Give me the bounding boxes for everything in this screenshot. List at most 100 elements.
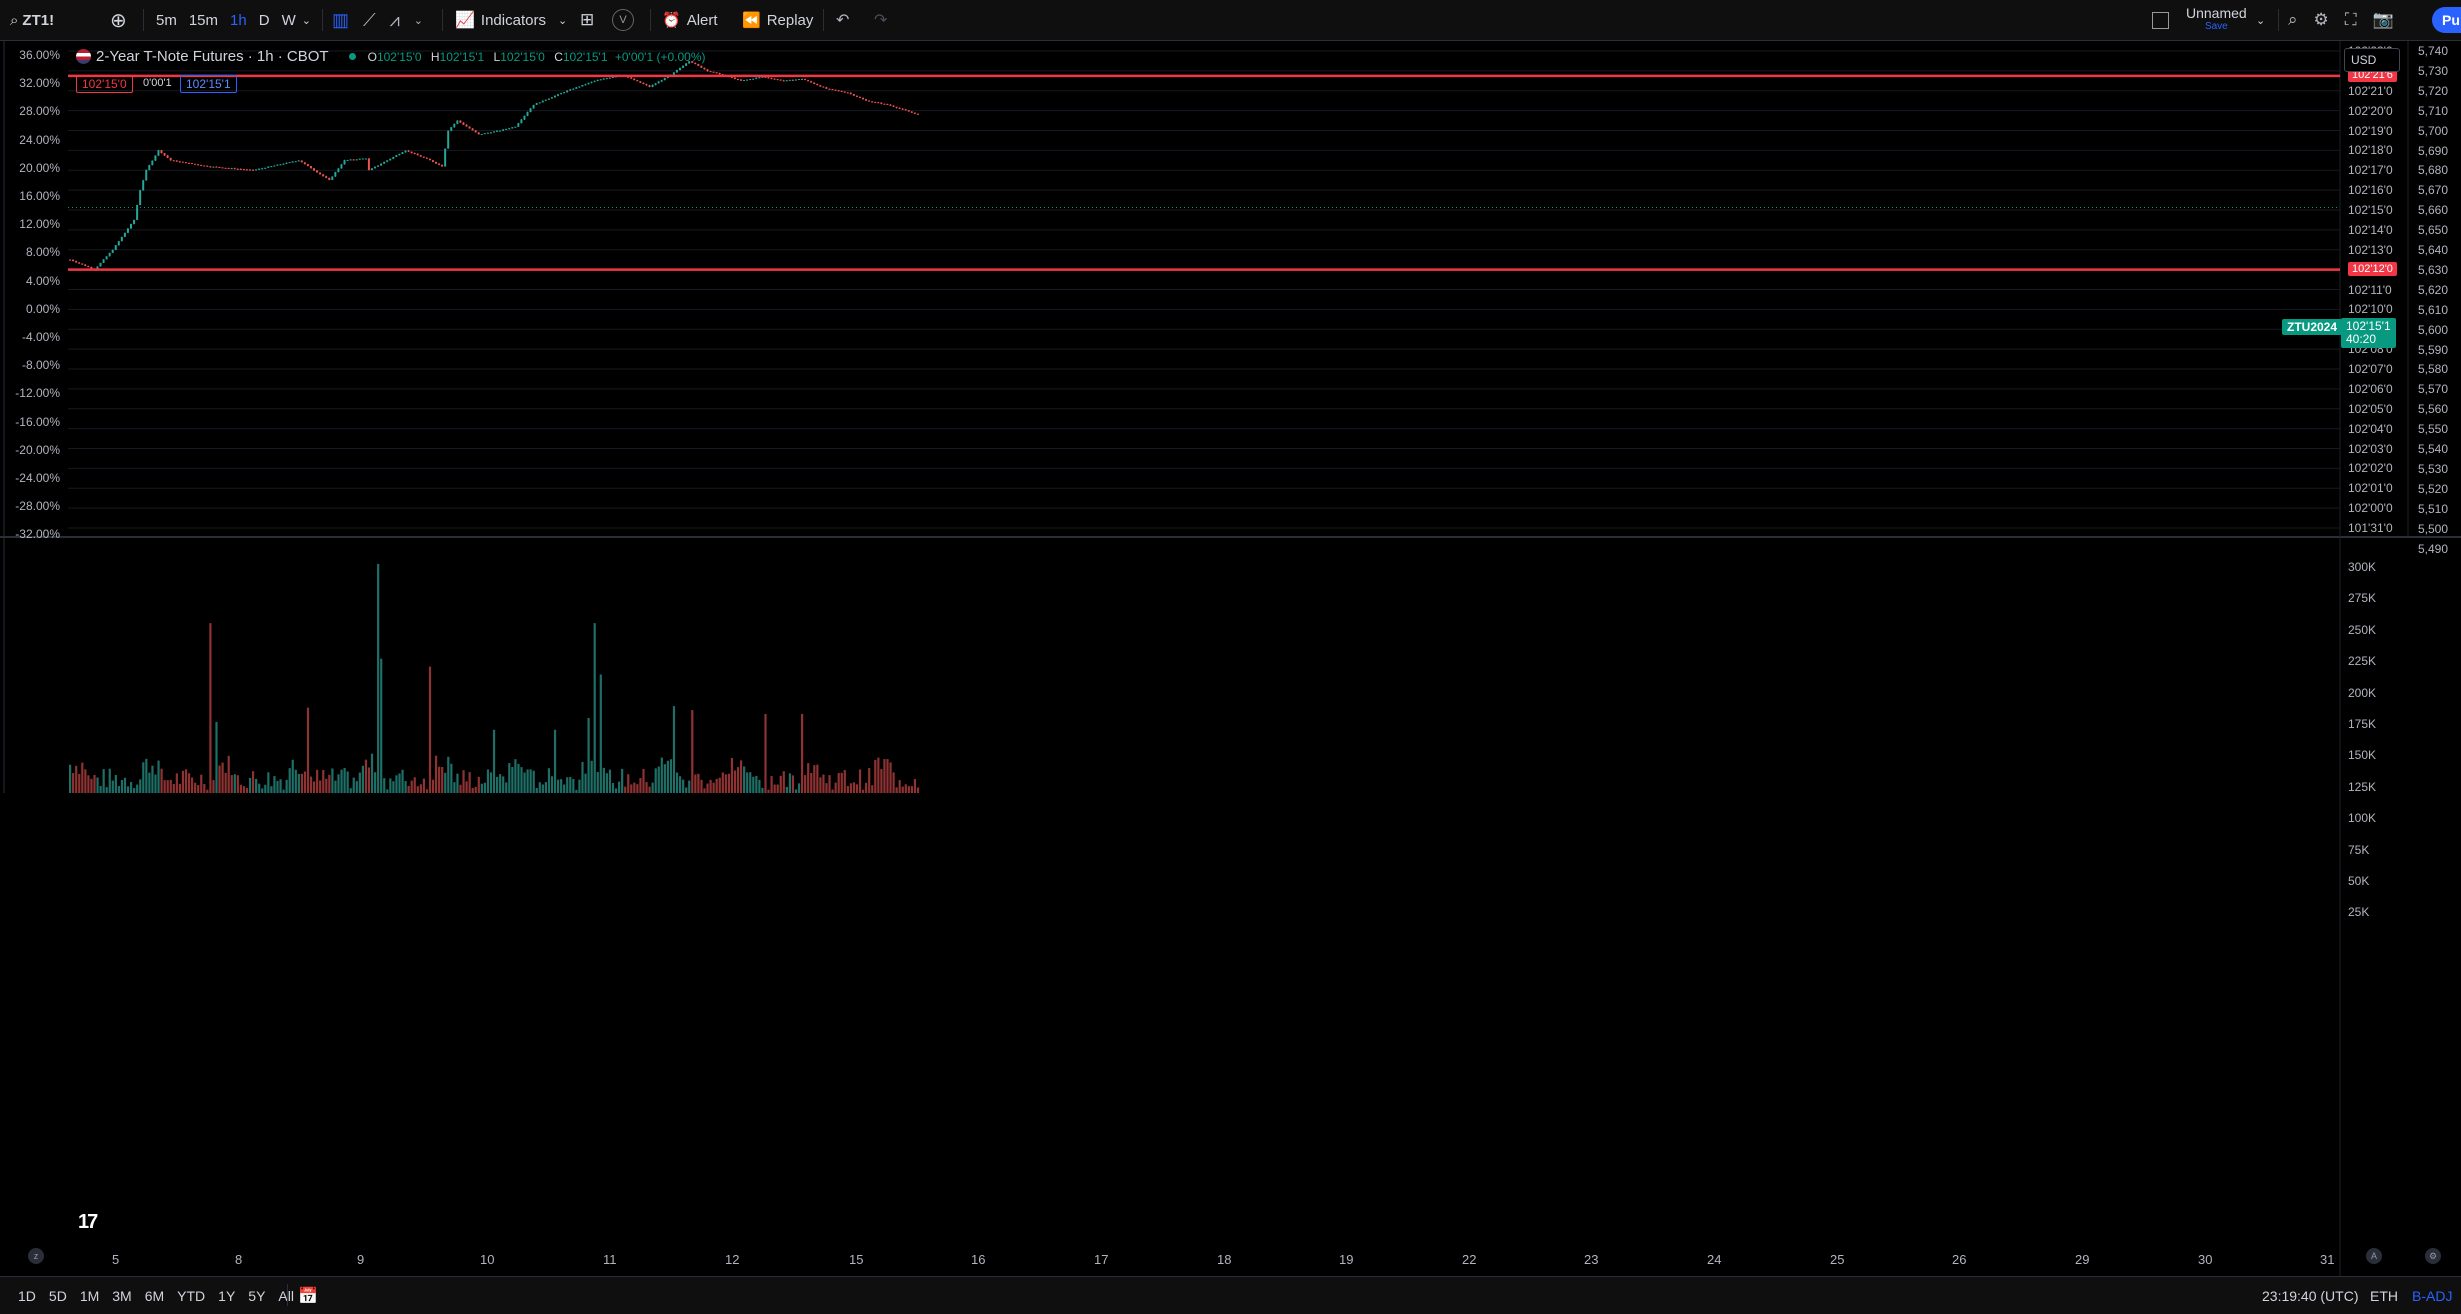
chevron-down-icon[interactable]: ⌄ [301, 14, 311, 27]
candles-icon[interactable]: ▥ [332, 9, 350, 30]
replay-button[interactable]: ⏪ Replay [742, 0, 813, 40]
range-5y[interactable]: 5Y [248, 1287, 266, 1304]
volume-bar [855, 784, 859, 793]
range-6m[interactable]: 6M [144, 1287, 165, 1304]
fullscreen-icon[interactable]: ⛶ [2344, 10, 2357, 29]
candle [755, 77, 758, 80]
tradingview-logo[interactable]: 17 [78, 1211, 98, 1233]
volume-bar [337, 774, 340, 793]
volume-bar [492, 729, 496, 793]
volume-bar [517, 763, 520, 793]
quick-search-icon[interactable]: ⌕ [2288, 10, 2298, 29]
chart-area[interactable]: 36.00% 32.00% 28.00% 24.00% 20.00% 16.00% 12.0… [0, 41, 2461, 1276]
search-icon: ⌕ [10, 11, 19, 29]
volume-bar [868, 768, 871, 793]
layout-checkbox[interactable] [2152, 0, 2169, 40]
undo-icon: ↶ [836, 12, 850, 29]
volume-bar [181, 770, 185, 793]
interval-w[interactable]: W [281, 11, 296, 29]
range-all[interactable]: All [278, 1288, 294, 1304]
bid-badge[interactable]: 102'15'0 [76, 75, 133, 93]
interval-d[interactable]: D [258, 11, 270, 29]
volume-bar [849, 783, 852, 793]
volume-bar [611, 782, 615, 793]
volume-bar [166, 780, 169, 793]
candle [785, 80, 788, 82]
alert-button[interactable]: ⏰ Alert [662, 0, 718, 40]
candle [492, 131, 495, 133]
range-5d[interactable]: 5D [48, 1287, 67, 1304]
interval-1h[interactable]: 1h [230, 11, 247, 29]
indicators-label: Indicators [480, 11, 546, 29]
range-1d[interactable]: 1D [18, 1287, 36, 1304]
v-button[interactable]: V [612, 0, 634, 40]
candle [843, 91, 846, 93]
candle [502, 129, 505, 132]
adjustment-toggle[interactable]: B-ADJ [2412, 1287, 2453, 1304]
volume-bar [474, 786, 477, 793]
price-tick: 102'17'0 [2348, 163, 2393, 178]
axis-settings-button[interactable]: ⚙ [2425, 1248, 2441, 1264]
candle [224, 167, 227, 169]
volume-bar [703, 788, 706, 793]
layout-chevron[interactable]: ⌄ [2256, 0, 2265, 40]
volume-bar [130, 782, 133, 793]
volume-bar [279, 779, 282, 793]
volume-bar [779, 775, 782, 793]
interval-5m[interactable]: 5m [156, 11, 177, 29]
ask-badge[interactable]: 102'15'1 [180, 75, 237, 93]
volume-bar [273, 776, 276, 793]
volume-bar [746, 772, 749, 793]
auto-scale-button[interactable]: z [28, 1248, 44, 1264]
volume-bar [84, 769, 87, 793]
volume-bar [212, 780, 215, 793]
indicators-button[interactable]: 📈 Indicators ⌄ [455, 0, 567, 40]
square-icon [2152, 11, 2169, 29]
contract-price-tick: 5,710 [2418, 103, 2449, 118]
date-tick: 8 [235, 1252, 243, 1267]
candle [871, 101, 874, 103]
candle [197, 164, 200, 166]
symbol-search[interactable]: ⌕ ZT1! [10, 0, 54, 40]
contract-price-tick: 5,620 [2418, 282, 2449, 297]
candle [306, 164, 309, 167]
publish-button[interactable]: Pu [2432, 0, 2461, 40]
candle [526, 111, 529, 117]
layout-name-button[interactable]: Unnamed Save [2186, 0, 2247, 40]
range-ytd[interactable]: YTD [177, 1287, 206, 1304]
area-chart-icon[interactable]: ⩘ [389, 9, 400, 30]
camera-icon[interactable]: 📷 [2372, 10, 2394, 29]
line-chart-icon[interactable]: ⟋ [363, 9, 376, 30]
redo-button[interactable]: ↷ [874, 0, 887, 40]
undo-button[interactable]: ↶ [836, 0, 849, 40]
axis-mode-button[interactable]: A [2366, 1248, 2382, 1264]
currency-selector[interactable]: USD [2344, 48, 2400, 72]
volume-bar [797, 783, 801, 793]
volume-bar [761, 787, 764, 793]
volume-bar [886, 759, 889, 793]
candle [383, 161, 386, 164]
volume-bar [364, 759, 368, 793]
range-1m[interactable]: 1M [79, 1287, 100, 1304]
go-to-date-button[interactable]: 📅 [298, 1277, 318, 1314]
clock[interactable]: 23:19:40 (UTC) [2262, 1287, 2359, 1304]
chevron-down-icon[interactable]: ⌄ [413, 14, 423, 27]
candle [596, 79, 599, 82]
volume-bar [230, 775, 233, 793]
range-3m[interactable]: 3M [112, 1287, 132, 1304]
chart-canvas[interactable] [0, 41, 2461, 1276]
session-toggle[interactable]: ETH [2370, 1287, 2398, 1304]
compare-symbol-button[interactable]: ⊕ [110, 0, 127, 40]
volume-bar [593, 623, 596, 793]
volume-bar [913, 779, 917, 793]
interval-15m[interactable]: 15m [188, 11, 219, 29]
gear-icon[interactable]: ⚙ [2313, 10, 2329, 29]
candle [404, 150, 407, 153]
range-1y[interactable]: 1Y [218, 1287, 236, 1304]
volume-bar [355, 781, 358, 793]
volume-bar [191, 777, 194, 793]
symbol-title[interactable]: 2-Year T-Note Futures · 1h · CBOT [96, 48, 329, 65]
volume-bar [541, 784, 544, 793]
templates-button[interactable]: ⊞ [580, 0, 594, 40]
l-label: L [493, 49, 501, 64]
